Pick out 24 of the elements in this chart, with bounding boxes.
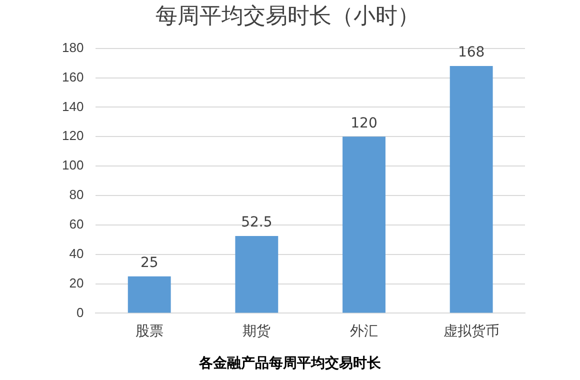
bar [235, 236, 278, 313]
bar [342, 136, 386, 313]
x-tick-label: 期货 [242, 322, 271, 338]
y-tick-label: 180 [62, 40, 84, 55]
chart-title: 每周平均交易时长（小时） [156, 4, 420, 29]
data-label: 120 [350, 115, 378, 132]
data-label: 25 [140, 255, 158, 272]
x-tick-label: 股票 [135, 322, 164, 338]
y-tick-label: 80 [69, 187, 84, 202]
y-tick-label: 160 [62, 69, 84, 84]
y-tick-label: 100 [62, 158, 84, 173]
x-tick-label: 外汇 [350, 322, 378, 338]
x-tick-label: 虚拟货币 [443, 322, 500, 338]
text: 各金融产品每周平均交易时长 [198, 354, 382, 372]
y-tick-label: 120 [62, 128, 84, 144]
data-label: 52.5 [241, 214, 272, 231]
bar [128, 276, 171, 313]
bar [450, 66, 493, 313]
y-tick-label: 40 [69, 246, 84, 261]
data-label: 168 [458, 44, 485, 61]
y-tick-label: 0 [76, 304, 84, 320]
y-tick-label: 140 [62, 98, 84, 114]
y-tick-label: 20 [69, 275, 84, 290]
y-tick-label: 60 [69, 216, 84, 232]
